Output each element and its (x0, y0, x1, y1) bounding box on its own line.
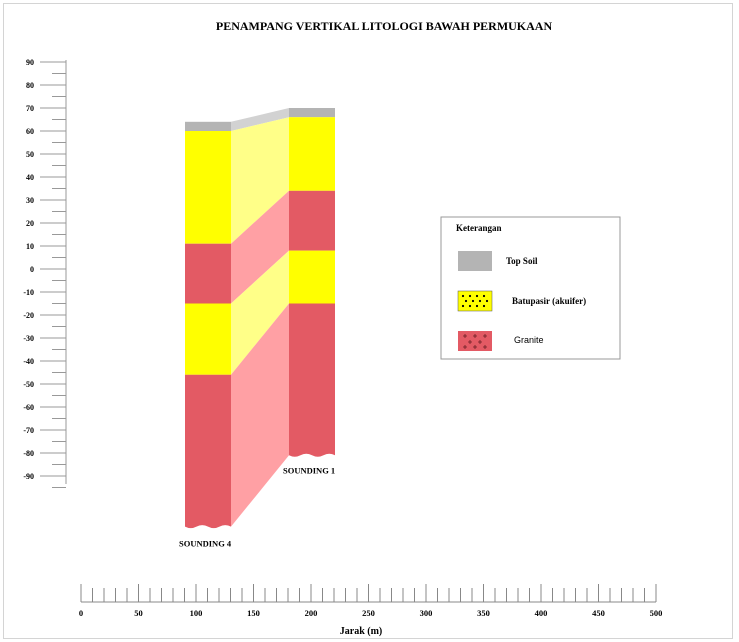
depth-tick-label: 80 (26, 81, 34, 90)
depth-tick-label: 30 (26, 196, 34, 205)
dot (482, 294, 486, 298)
depth-axis: 90 80 70 60 50 40 30 20 10 0 -10 -20 -30 -40 -50 -60 -70… (23, 58, 67, 488)
dot (464, 299, 468, 303)
dot (475, 294, 479, 298)
dot (468, 294, 472, 298)
distance-tick-label: 150 (247, 608, 260, 618)
sounding-label: SOUNDING 4 (179, 539, 232, 549)
dot (475, 304, 479, 308)
layer-topsoil (185, 121, 231, 131)
cross (473, 345, 477, 349)
dot (482, 304, 486, 308)
distance-tick-label: 500 (650, 608, 663, 618)
dot (461, 304, 465, 308)
dot (468, 304, 472, 308)
cross (483, 345, 487, 349)
distance-tick-label: 350 (477, 608, 490, 618)
layer-topsoil (289, 108, 335, 118)
distance-tick-label: 50 (134, 608, 143, 618)
cross (463, 334, 467, 338)
distance-tick-label: 450 (592, 608, 605, 618)
sandstone-dot-pattern (461, 294, 489, 308)
depth-tick-label: -20 (23, 311, 34, 320)
layer-granite (185, 374, 231, 529)
diagram-frame (3, 3, 733, 639)
legend-title: Keterangan (456, 223, 502, 233)
layer-sandstone (289, 250, 335, 304)
depth-tick-label: 60 (26, 127, 34, 136)
layer-granite (289, 303, 335, 457)
legend-label-sandstone: Batupasir (akuifer) (512, 296, 586, 306)
cross (473, 334, 477, 338)
granite-cross-pattern (463, 334, 487, 349)
legend: Keterangan Top Soil Batupasir (akuifer) … (440, 216, 621, 360)
sounding-label: SOUNDING 1 (283, 465, 335, 475)
layer-correlations (231, 108, 289, 527)
depth-tick-label: -70 (23, 426, 34, 435)
correlation-band (231, 250, 289, 375)
sounding-columns: SOUNDING 4 SOUNDING 1 (179, 108, 335, 549)
distance-tick-label: 200 (305, 608, 318, 618)
correlation-band (231, 190, 289, 304)
dot (485, 299, 489, 303)
depth-tick-label: 90 (26, 58, 34, 67)
distance-tick-label: 250 (362, 608, 375, 618)
layer-sandstone (185, 131, 231, 244)
cross (468, 340, 472, 344)
cross (483, 334, 487, 338)
dot (461, 294, 465, 298)
cross (478, 340, 482, 344)
layer-granite (289, 190, 335, 251)
depth-tick-label: -10 (23, 288, 34, 297)
distance-tick-label: 400 (535, 608, 548, 618)
dot (471, 299, 475, 303)
depth-tick-label: 20 (26, 219, 34, 228)
depth-tick-label: -40 (23, 357, 34, 366)
depth-tick-label: -30 (23, 334, 34, 343)
distance-tick-label: 0 (79, 608, 83, 618)
correlation-band (231, 108, 289, 131)
depth-tick-label: -90 (23, 472, 34, 481)
distance-tick-label: 300 (420, 608, 433, 618)
diagram-title: PENAMPANG VERTIKAL LITOLOGI BAWAH PERMUK… (216, 19, 553, 33)
correlation-band (231, 117, 289, 244)
depth-tick-label: -60 (23, 403, 34, 412)
depth-tick-label: 40 (26, 173, 34, 182)
legend-label-topsoil: Top Soil (506, 256, 538, 266)
cross (463, 345, 467, 349)
distance-axis: 0 50 100 150 200 250 300 350 400 450 500 (79, 584, 663, 618)
depth-tick-label: -50 (23, 380, 34, 389)
depth-tick-label: 0 (30, 265, 34, 274)
layer-sandstone (185, 303, 231, 375)
legend-label-granite: Granite (514, 335, 544, 345)
distance-tick-label: 100 (190, 608, 203, 618)
depth-tick-label: -80 (23, 449, 34, 458)
correlation-band (231, 303, 289, 527)
depth-tick-label: 70 (26, 104, 34, 113)
depth-tick-label: 50 (26, 150, 34, 159)
distance-axis-label: Jarak (m) (340, 626, 383, 637)
layer-granite (185, 243, 231, 304)
layer-sandstone (289, 117, 335, 191)
dot (478, 299, 482, 303)
depth-tick-label: 10 (26, 242, 34, 251)
legend-swatch-topsoil (458, 251, 492, 271)
